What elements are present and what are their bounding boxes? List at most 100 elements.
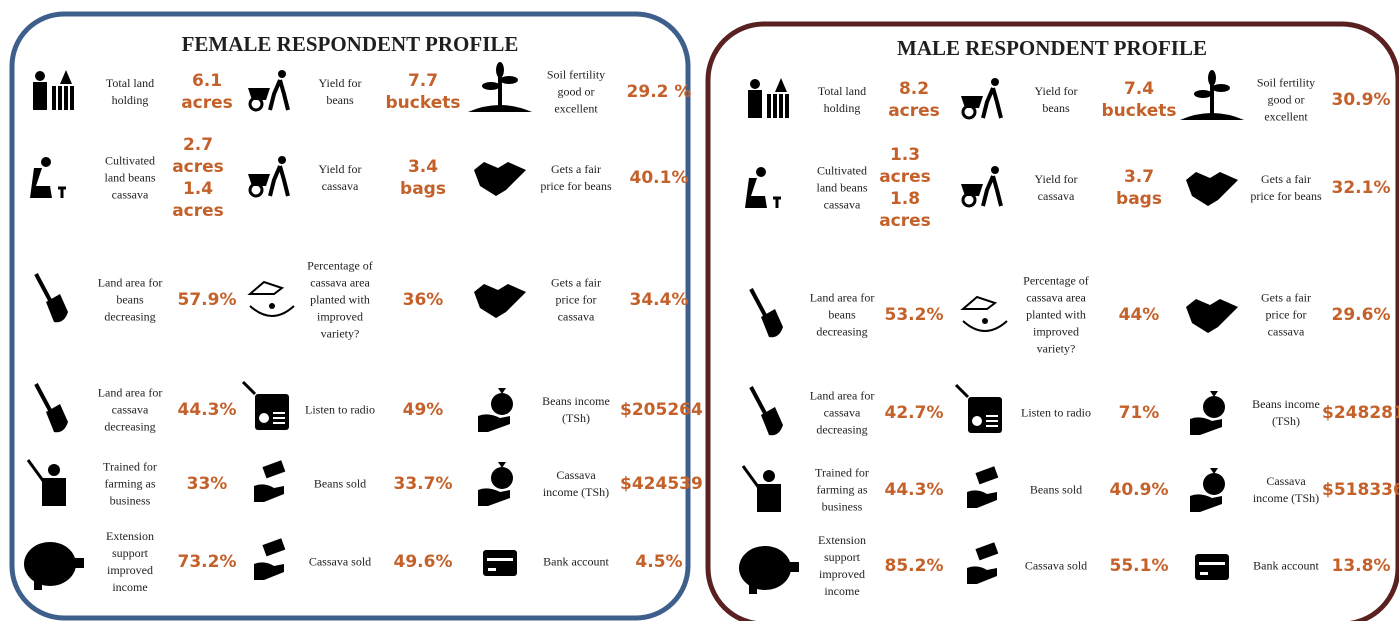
icon-part — [749, 288, 769, 320]
item-value: 30.9% — [1331, 90, 1391, 110]
item-label: Beans sold — [313, 476, 367, 491]
icon-part — [268, 165, 290, 197]
icon-part — [991, 78, 999, 86]
icon-part — [779, 94, 783, 118]
icon-part — [1190, 494, 1222, 512]
icon-part — [986, 415, 998, 417]
icon-part — [986, 420, 998, 422]
icon-part — [773, 196, 781, 208]
icon-part — [785, 94, 789, 118]
item-label: Cassava sold — [1024, 558, 1088, 573]
icon-part — [500, 76, 518, 84]
icon-part — [35, 71, 45, 81]
icon-part — [58, 86, 62, 110]
item-value: 73.2% — [177, 552, 237, 572]
icon-part — [34, 383, 54, 415]
icon-part — [278, 70, 286, 78]
icon-part — [60, 70, 72, 84]
icon-part — [1212, 84, 1230, 92]
icon-part — [259, 413, 269, 423]
icon-part — [1190, 417, 1222, 435]
item-label: Extension support improved income — [106, 529, 154, 594]
icon-part — [1208, 70, 1216, 86]
icon-part — [268, 79, 290, 111]
icon-part — [254, 562, 284, 580]
item-label: Total land holding — [105, 76, 155, 107]
icon-part — [757, 484, 781, 512]
item-value: 40.1% — [629, 168, 689, 188]
icon-part — [58, 186, 66, 198]
item-value: 3.4 bags — [400, 157, 446, 199]
icon-part — [962, 320, 1008, 332]
icon-part — [33, 82, 47, 110]
icon-part — [739, 546, 791, 590]
icon-part — [491, 393, 513, 415]
icon-part — [52, 86, 56, 110]
icon-part — [262, 538, 286, 557]
item-value: 44.3% — [884, 480, 944, 500]
item-label: Land area for cassava decreasing — [97, 385, 163, 434]
icon-part — [498, 388, 506, 394]
icon-part — [249, 305, 295, 317]
icon-part — [749, 386, 769, 418]
item-value: 32.1% — [1331, 178, 1391, 198]
icon-part — [468, 105, 532, 112]
icon-part — [247, 280, 285, 295]
icon-part — [273, 417, 285, 419]
icon-part — [42, 478, 66, 506]
item-label: Gets a fair price for beans — [540, 162, 612, 193]
icon-part — [273, 412, 285, 414]
icon-part — [761, 309, 783, 338]
icon-part — [767, 94, 771, 118]
item-label: Listen to radio — [305, 402, 375, 417]
item-value: $518336 — [1322, 480, 1399, 500]
item-value: $248281 — [1322, 403, 1399, 423]
icon-part — [775, 78, 787, 92]
item-value: $424539 — [620, 474, 703, 494]
icon-part — [46, 294, 68, 323]
icon-part — [491, 467, 513, 489]
item-value: 3.7 bags — [1116, 167, 1162, 209]
icon-part — [745, 178, 767, 208]
item-label: Trained for farming as business — [103, 459, 157, 508]
icon-part — [474, 162, 526, 196]
icon-part — [773, 94, 777, 118]
icon-part — [496, 62, 504, 78]
icon-part — [48, 464, 60, 476]
icon-part — [1200, 572, 1208, 575]
icon-part — [1203, 396, 1225, 418]
icon-part — [991, 166, 999, 174]
icon-part — [967, 490, 997, 508]
icon-part — [24, 542, 76, 586]
icon-part — [1210, 391, 1218, 397]
item-label: Beans income (TSh) — [1252, 397, 1320, 428]
icon-part — [1186, 299, 1238, 333]
icon-part — [487, 558, 513, 561]
icon-part — [478, 414, 510, 432]
item-value: 44% — [1118, 305, 1160, 325]
item-label: Cassava income (TSh) — [1252, 474, 1320, 505]
item-label: Land area for beans decreasing — [809, 290, 875, 339]
item-label: Soil fertility good or excellent — [546, 67, 606, 116]
item-label: Cultivated land beans cassava — [104, 153, 156, 202]
item-label: Listen to radio — [1021, 405, 1091, 420]
icon-part — [241, 380, 257, 396]
icon-part — [763, 470, 775, 482]
icon-part — [748, 90, 762, 118]
item-value: 8.2 acres — [888, 79, 940, 121]
item-label: Cultivated land beans cassava — [816, 163, 868, 212]
icon-part — [1210, 468, 1218, 474]
icon-part — [46, 404, 68, 433]
panel-title: FEMALE RESPONDENT PROFILE — [181, 32, 519, 56]
item-value: 36% — [402, 290, 444, 310]
item-label: Beans income (TSh) — [542, 394, 610, 425]
icon-part — [254, 484, 284, 502]
icon-part — [972, 416, 982, 426]
item-value: 2.7 acres 1.4 acres — [172, 135, 224, 221]
icon-part — [34, 273, 54, 305]
item-label: Bank account — [1253, 558, 1319, 573]
icon-part — [478, 488, 510, 506]
item-label: Cassava sold — [308, 554, 372, 569]
